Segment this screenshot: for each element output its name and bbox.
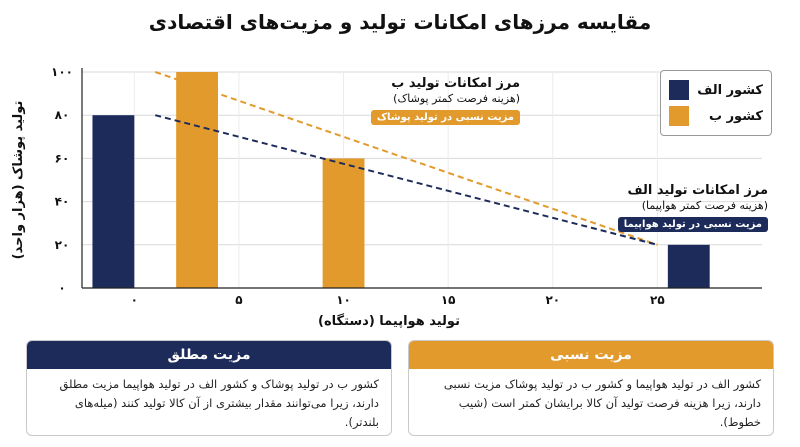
comparative-advantage-text: کشور الف در تولید هواپیما و کشور ب در تو… — [443, 377, 761, 429]
x-tick-label-10: ۱۰ — [336, 293, 351, 307]
comparative-advantage-title: مزیت نسبی — [409, 341, 773, 369]
y-tick-label-60: ۶۰ — [55, 151, 70, 165]
legend-label-country-b: کشور ب — [708, 108, 763, 124]
x-tick-label-20: ۲۰ — [545, 293, 560, 307]
absolute-advantage-text: کشور ب در تولید پوشاک و کشور الف در تولی… — [59, 377, 379, 429]
annotation-ppf-b-subtitle: (هزینه فرصت کمتر پوشاک) — [393, 92, 520, 105]
ppf-line-0 — [154, 71, 658, 246]
page-title: مقایسه مرزهای امکانات تولید و مزیت‌های ا… — [148, 10, 652, 34]
absolute-advantage-title: مزیت مطلق — [27, 341, 391, 369]
annotation-ppf-b: مرز امکانات تولید ب (هزینه فرصت کمتر پوش… — [370, 76, 520, 125]
chart-axes — [81, 68, 762, 289]
legend-item-country-b: کشور ب — [669, 103, 763, 129]
x-axis-label: تولید هواپیما (دستگاه) — [318, 313, 460, 329]
legend-swatch-country-a — [669, 80, 689, 100]
annotation-ppf-b-tag: مزیت نسبی در تولید پوشاک — [370, 110, 520, 125]
x-tick-label-15: ۱۵ — [441, 293, 456, 307]
comparative-advantage-box: مزیت نسبی کشور الف در تولید هواپیما و کش… — [408, 340, 774, 436]
y-tick-label-80: ۸۰ — [55, 108, 70, 122]
legend-label-country-a: کشور الف — [697, 82, 763, 98]
bar-series-0-point-0 — [92, 115, 135, 288]
y-tick-label-100: ۱۰۰ — [51, 65, 73, 79]
bar-series-0-point-1 — [667, 244, 710, 288]
annotation-ppf-a-title: مرز امکانات تولید الف — [627, 183, 768, 198]
y-tick-label-20: ۲۰ — [55, 238, 70, 252]
chart-bars — [92, 72, 710, 288]
ppf-line-1 — [154, 114, 658, 246]
x-tick-label-5: ۵ — [235, 293, 242, 307]
chart-legend: کشور الف کشور ب — [660, 70, 772, 136]
chart-tick-labels: ۰ ۲۰ ۴۰ ۶۰ ۸۰ ۱۰۰ ۰ ۵ ۱۰ ۱۵ ۲۰ ۲۵ — [51, 65, 665, 307]
annotation-ppf-b-title: مرز امکانات تولید ب — [391, 76, 520, 91]
legend-swatch-country-b — [669, 106, 689, 126]
bar-series-1-point-1 — [322, 158, 365, 288]
bar-series-1-point-0 — [176, 72, 218, 288]
annotation-ppf-a-tag: مزیت نسبی در تولید هواپیما — [617, 217, 768, 232]
legend-item-country-a: کشور الف — [669, 77, 763, 103]
chart-ppf-lines — [154, 71, 658, 246]
y-tick-label-0: ۰ — [58, 281, 65, 295]
y-tick-label-40: ۴۰ — [55, 195, 70, 209]
annotation-ppf-a-subtitle: (هزینه فرصت کمتر هواپیما) — [641, 199, 768, 212]
annotation-ppf-a: مرز امکانات تولید الف (هزینه فرصت کمتر ه… — [617, 183, 768, 232]
ppf-chart: ۰ ۲۰ ۴۰ ۶۰ ۸۰ ۱۰۰ ۰ ۵ ۱۰ ۱۵ ۲۰ ۲۵ تولید هواپیما (دس… — [11, 65, 762, 329]
x-tick-label-25: ۲۵ — [650, 293, 665, 307]
y-axis-label: تولید پوشاک (هزار واحد) — [11, 101, 26, 260]
absolute-advantage-box: مزیت مطلق کشور ب در تولید پوشاک و کشور ا… — [26, 340, 392, 436]
x-tick-label-0: ۰ — [131, 293, 138, 307]
